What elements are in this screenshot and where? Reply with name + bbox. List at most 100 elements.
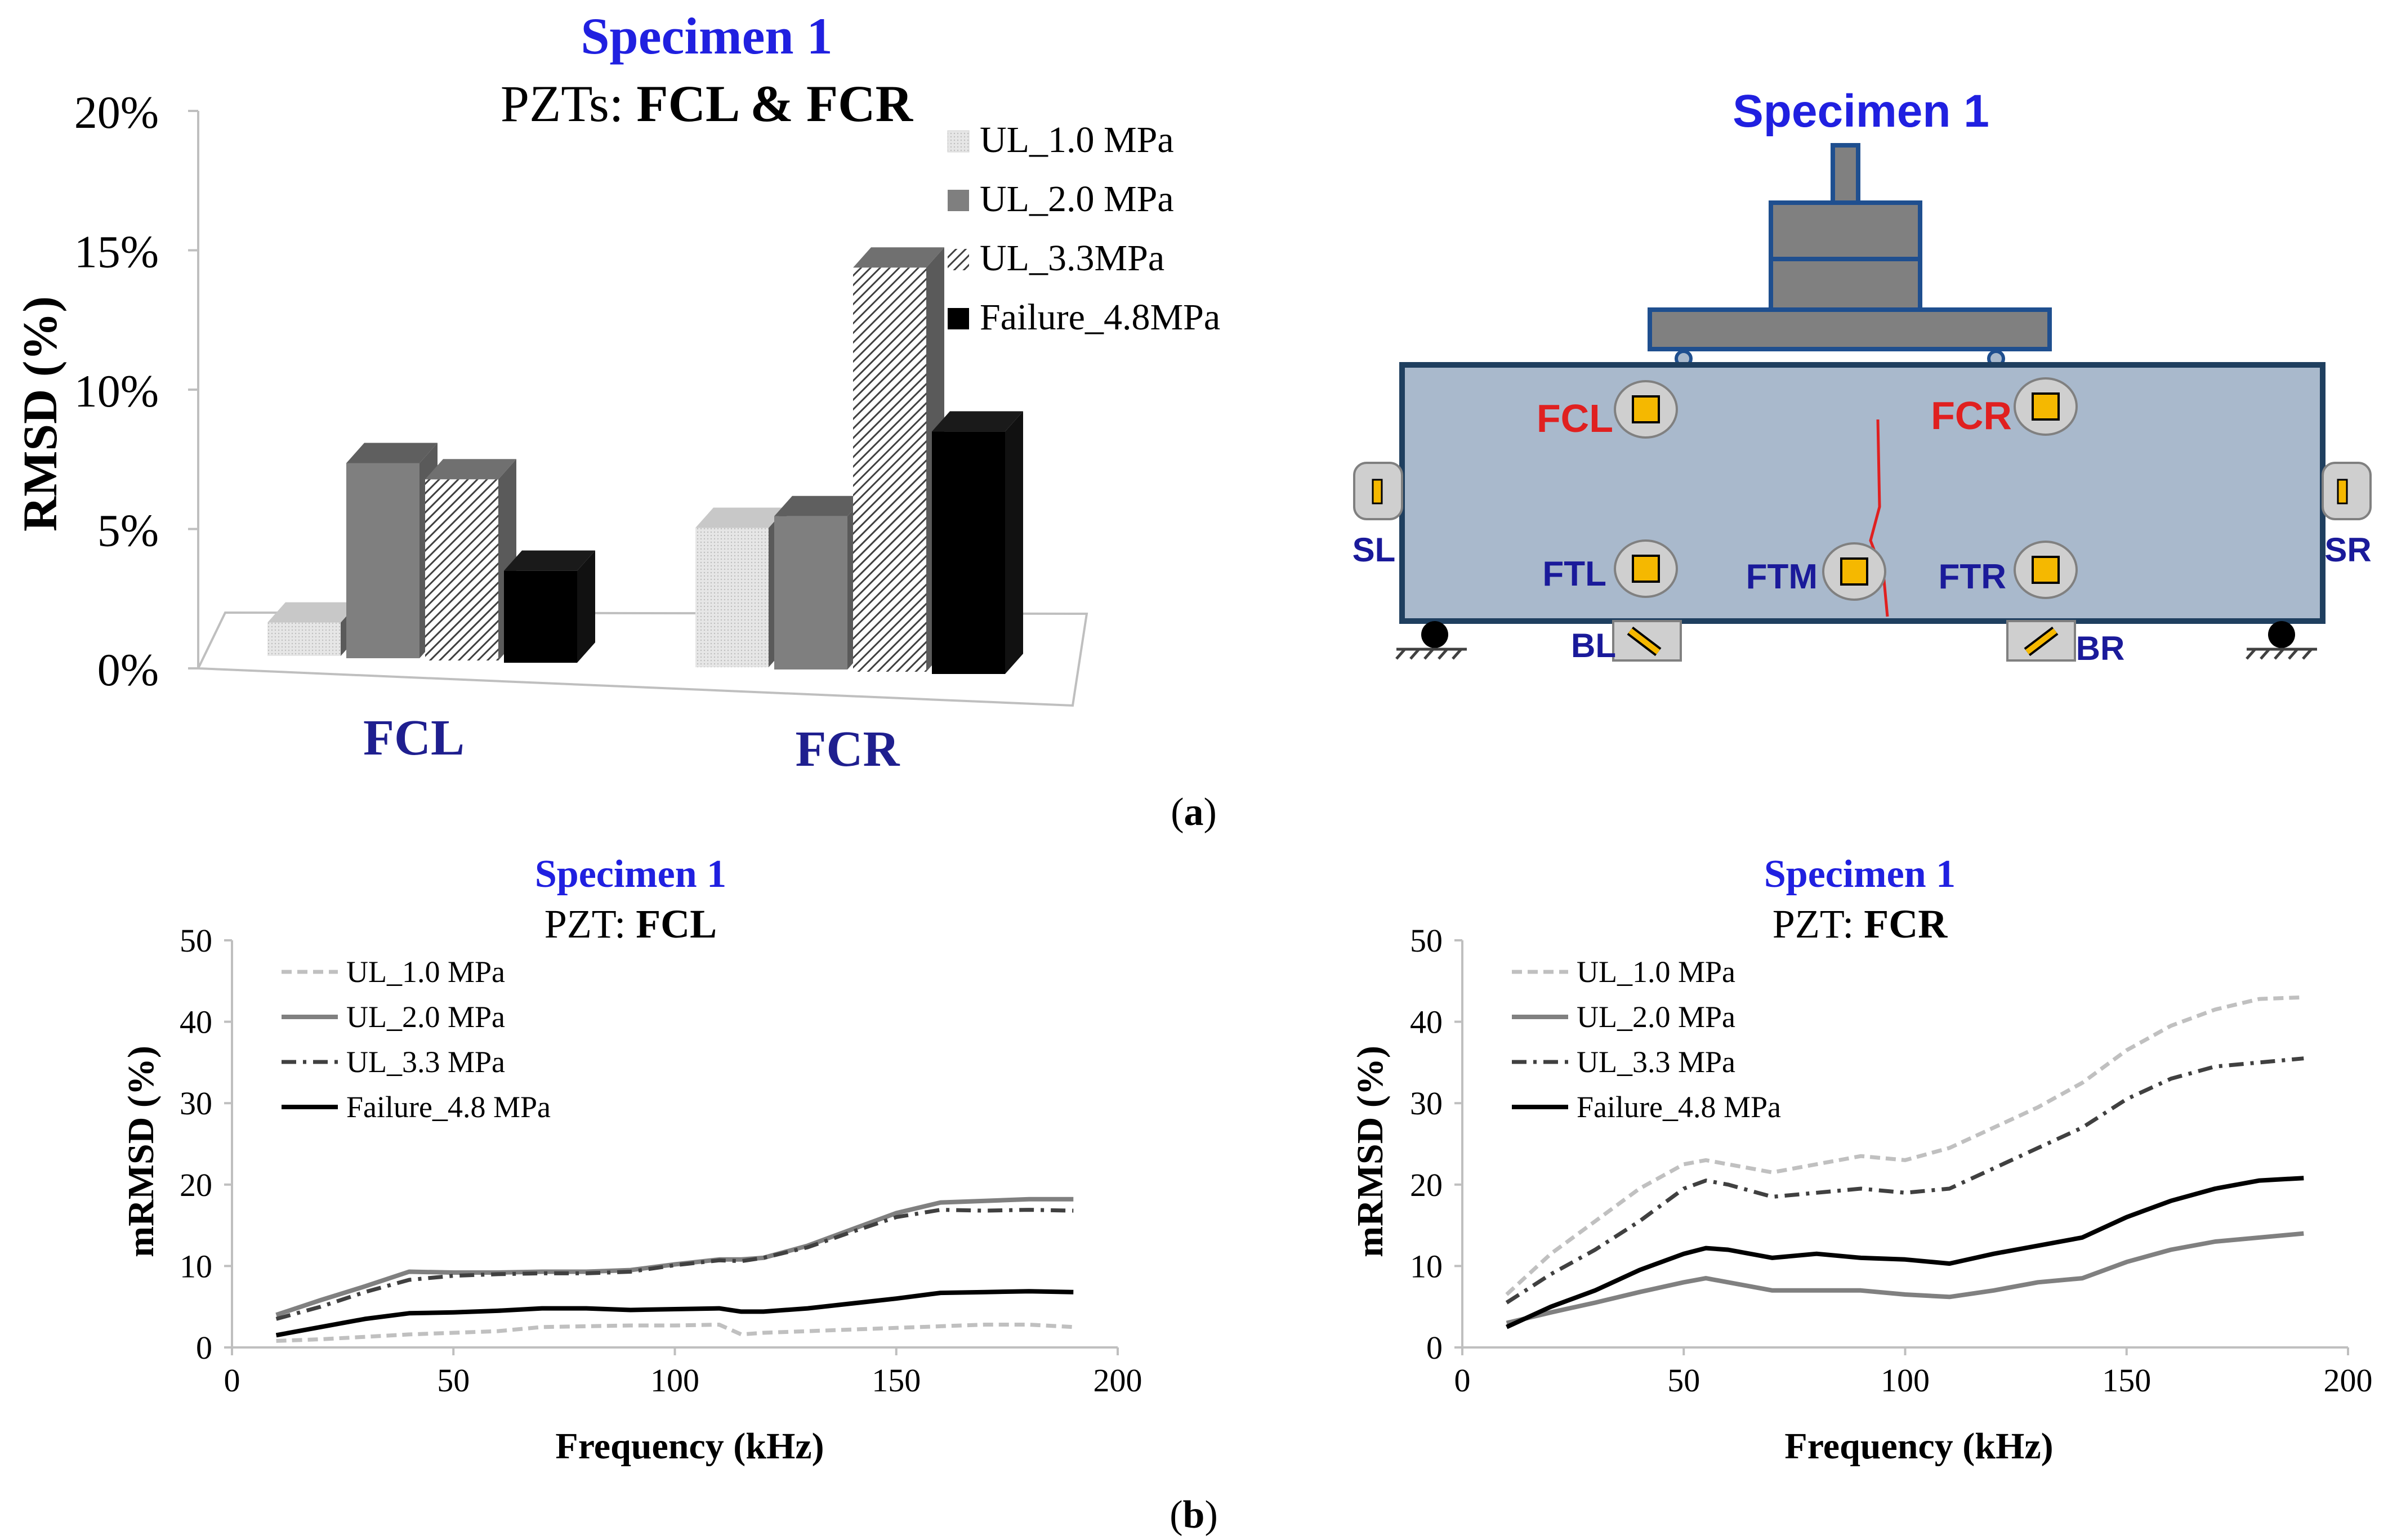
legend-label-2: UL_3.3 MPa [1577, 1045, 1735, 1079]
sensor-ftr: FTR [1938, 541, 2078, 599]
x-tick-label: 150 [872, 1362, 921, 1399]
line-chart-fcr: Specimen 1 PZT: FCR mRMSD (%) Frequency … [1350, 852, 2373, 1467]
line-fcl-title: Specimen 1 [535, 852, 726, 896]
bar-legend-swatch [947, 130, 970, 153]
bar-fcl-1 [346, 463, 419, 658]
sensor-ftm-label: FTM [1746, 557, 1818, 596]
y-tick-label: 0 [1426, 1329, 1443, 1366]
bar-chart-axis: 0% 5% 10% 15% 20% [74, 87, 199, 695]
sensor-bl: BL [1571, 620, 1682, 664]
sensor-fcl: FCL [1537, 380, 1678, 440]
bar-fcr-0 [695, 528, 769, 667]
line-fcl-x-label: Frequency (kHz) [555, 1426, 824, 1467]
sensor-ftr-label: FTR [1938, 557, 2006, 596]
bar-legend-label: Failure_4.8MPa [980, 297, 1220, 338]
sensor-sl: SL [1353, 462, 1403, 569]
series-line-1 [1506, 1231, 2304, 1325]
bar-fcl-0 [267, 622, 341, 656]
bar-y-tick-label: 0% [97, 644, 159, 695]
series-line-1 [275, 1197, 1074, 1317]
line-fcl-subtitle: PZT: FCL [544, 901, 717, 947]
y-tick-label: 10 [180, 1248, 212, 1284]
bar-fcl-2 [425, 479, 498, 660]
sensor-sl-label: SL [1353, 531, 1396, 569]
line-fcr-series [1505, 995, 2304, 1329]
ground-hatch-right [2246, 648, 2317, 660]
bar-y-tick-label: 20% [74, 87, 159, 138]
sensor-ftl-label: FTL [1542, 555, 1606, 593]
x-tick-label: 150 [2102, 1362, 2151, 1399]
bar-fcr-2 [853, 267, 926, 672]
bar-chart-bars [267, 247, 1023, 674]
line-fcl-legend: UL_1.0 MPa UL_2.0 MPa UL_3.3 MPa Failure_4.… [282, 955, 551, 1124]
load-block-upper [1769, 200, 1922, 261]
legend-label-0: UL_1.0 MPa [1577, 955, 1735, 989]
bar-top [774, 496, 865, 516]
x-tick-label: 200 [1093, 1362, 1142, 1399]
line-fcl-y-label: mRMSD (%) [120, 1046, 162, 1257]
legend-label-1: UL_2.0 MPa [346, 1000, 505, 1034]
x-tick-label: 50 [1667, 1362, 1700, 1399]
sensor-fcl-label: FCL [1537, 396, 1613, 440]
bar-floor-plane [196, 611, 1088, 707]
bar-top [346, 443, 438, 463]
line-fcr-axes: 0 50 100 150 200 0 10 20 30 40 50 [1410, 922, 2373, 1399]
bar-side [1005, 411, 1023, 674]
bar-y-tick-label: 15% [74, 226, 159, 278]
bar-legend-label: UL_3.3MPa [980, 238, 1164, 279]
series-line-3 [275, 1289, 1074, 1338]
y-tick-label: 50 [180, 922, 212, 959]
series-line-3 [1506, 1176, 2304, 1329]
bar-legend-label: UL_1.0 MPa [980, 119, 1174, 160]
panel-label-a: (a) [1171, 791, 1217, 834]
support-roller-left [1421, 621, 1448, 648]
y-tick-label: 20 [180, 1167, 212, 1203]
line-chart-fcl: Specimen 1 PZT: FCL mRMSD (%) Frequency … [120, 852, 1142, 1467]
bar-fcr-3 [932, 431, 1005, 674]
y-tick-label: 10 [1410, 1248, 1443, 1284]
sensor-ftm: FTM [1746, 542, 1886, 601]
sensor-br-label: BR [2076, 630, 2125, 667]
diagram-title: Specimen 1 [1733, 86, 1989, 137]
y-tick-label: 30 [180, 1085, 212, 1122]
sensor-fcr-label: FCR [1931, 394, 2012, 438]
series-line-2 [1505, 1056, 2304, 1305]
ground-hatch-left [1395, 648, 1467, 660]
y-tick-label: 20 [1410, 1167, 1443, 1203]
y-tick-label: 40 [180, 1004, 212, 1041]
line-fcr-legend: UL_1.0 MPa UL_2.0 MPa UL_3.3 MPa Failure_4.… [1512, 955, 1781, 1124]
bar-chart-subtitle: PZTs: FCL & FCR [501, 75, 914, 132]
y-tick-label: 30 [1410, 1085, 1443, 1122]
bar-legend-swatch [948, 249, 969, 270]
line-fcl-series [275, 1197, 1074, 1343]
x-tick-label: 100 [1881, 1362, 1930, 1399]
sensor-fcr: FCR [1931, 377, 2078, 438]
legend-label-0: UL_1.0 MPa [346, 955, 505, 989]
line-fcr-y-label: mRMSD (%) [1350, 1046, 1391, 1257]
bar-chart: Specimen 1 PZTs: FCL & FCR RMSD (%) 0% 5%… [13, 7, 1220, 777]
beam-diagram: Specimen 1 FCL [1353, 86, 2372, 667]
bar-top [695, 507, 787, 528]
y-tick-label: 40 [1410, 1004, 1443, 1041]
series-line-2 [275, 1208, 1074, 1321]
x-tick-label: 0 [1454, 1362, 1471, 1399]
series-line-0 [276, 1323, 1074, 1343]
sensor-sr: SR [2322, 462, 2372, 569]
sensor-ftl: FTL [1542, 539, 1678, 598]
series-line-0 [1505, 995, 2304, 1296]
bar-chart-title: Specimen 1 [581, 7, 832, 65]
bar-chart-subtitle-prefix: PZTs: [501, 75, 637, 132]
bar-fcl-3 [504, 570, 577, 663]
legend-label-1: UL_2.0 MPa [1577, 1000, 1735, 1034]
line-fcr-x-label: Frequency (kHz) [1784, 1426, 2053, 1467]
bar-chart-floor [196, 611, 1088, 707]
bar-top [932, 411, 1023, 432]
legend-label-3: Failure_4.8 MPa [346, 1090, 551, 1124]
bar-chart-legend: UL_1.0 MPa UL_2.0 MPa UL_3.3MPa Failure_4.8… [947, 119, 1220, 338]
bar-chart-y-axis-label: RMSD (%) [13, 296, 67, 532]
panel-label-b: (b) [1170, 1493, 1218, 1537]
crack-line [1869, 419, 1889, 617]
bar-y-tick-label: 10% [74, 365, 159, 417]
x-tick-label: 0 [224, 1362, 240, 1399]
